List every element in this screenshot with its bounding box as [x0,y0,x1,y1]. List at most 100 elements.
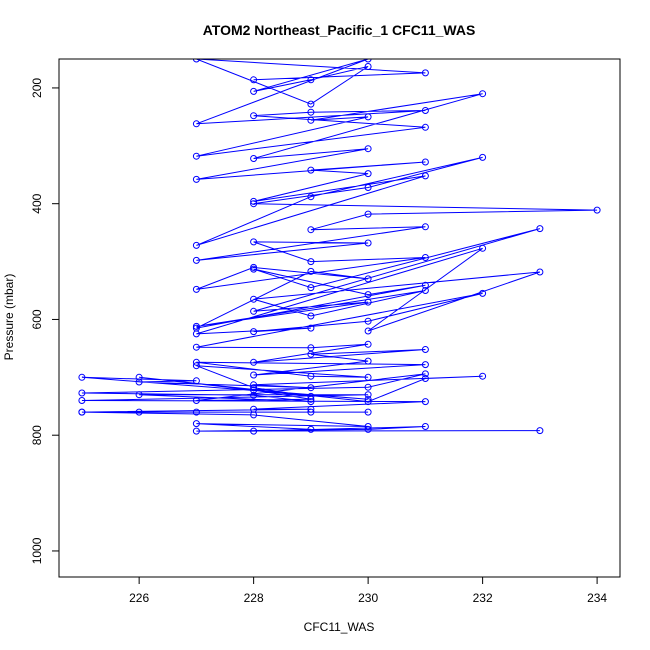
data-point [78,373,86,381]
data-point [307,284,315,292]
data-point [192,427,200,435]
data-point [536,268,544,276]
data-point [421,375,429,382]
data-point [307,108,315,116]
data-point [307,392,315,400]
data-point [421,370,429,378]
data-point [421,423,429,430]
data-point [364,327,372,335]
data-point [421,346,429,353]
data-point [364,395,372,403]
data-point [192,152,200,160]
data-point [192,59,200,63]
data-point [250,197,258,205]
x-axis-label: CFC11_WAS [304,620,375,634]
data-point [307,425,315,433]
data-point [78,408,86,416]
data-point [307,100,315,108]
data-point [421,398,429,406]
y-tick-label: 800 [30,425,44,445]
data-point [250,427,258,435]
data-point [364,59,372,63]
data-point [421,158,429,166]
data-point [192,330,200,338]
data-point [135,373,143,381]
y-tick-label: 1000 [30,537,44,564]
data-point [250,328,258,336]
data-point [421,254,429,261]
data-point [250,307,258,315]
data-point [307,116,315,124]
data-point [307,258,315,266]
data-point [135,408,143,416]
data-point [250,358,258,366]
y-axis-label: Pressure (mbar) [2,274,16,361]
data-point [364,291,372,299]
data-point [364,423,372,430]
plot-frame [58,58,621,578]
data-point [307,350,315,358]
data-point [364,113,372,121]
data-point [364,373,372,381]
series-group [78,59,601,435]
data-point [536,225,544,233]
data-point [78,397,86,404]
data-point [364,210,372,218]
data-point [250,295,258,303]
data-point [250,411,258,419]
data-point [421,107,429,114]
data-point [307,312,315,320]
data-point [307,76,315,84]
data-point [307,166,315,174]
data-point [192,241,200,249]
data-point [307,226,315,234]
x-tick-label: 234 [587,591,607,605]
data-point [192,362,200,370]
data-point [421,287,429,294]
data-point [250,381,258,389]
data-point [250,200,258,208]
data-point [421,69,429,77]
data-point [364,398,372,406]
data-point [250,238,258,246]
data-point [250,384,258,392]
axes-layer: 226 228 230 232 234 200 400 600 800 1000 [30,78,607,605]
data-point [536,427,544,435]
data-point [192,358,200,366]
data-point [307,193,315,201]
data-point [479,372,487,380]
data-point [364,391,372,399]
data-point [364,170,372,178]
data-point [307,372,315,380]
x-tick-label: 228 [244,591,264,605]
data-point [192,420,200,428]
data-point [364,340,372,348]
data-point [250,265,258,273]
data-point [192,397,200,404]
data-point [250,155,258,162]
data-point [250,76,258,84]
data-point [364,425,372,433]
data-point [307,324,315,332]
data-point [421,172,429,180]
data-point [479,153,487,161]
data-point [364,408,372,416]
data-point [192,120,200,128]
data-point [364,298,372,306]
data-point [192,285,200,293]
data-point [307,408,315,416]
data-point [250,87,258,95]
y-tick-label: 200 [30,78,44,98]
data-point [307,384,315,392]
data-point [250,386,258,394]
data-point [192,377,200,385]
data-point [421,281,429,289]
data-point [250,391,258,399]
data-point [479,244,487,252]
data-point [364,184,372,191]
x-tick-label: 226 [129,591,149,605]
data-point [421,223,429,231]
x-tick-label: 230 [358,591,378,605]
data-point [364,357,372,365]
